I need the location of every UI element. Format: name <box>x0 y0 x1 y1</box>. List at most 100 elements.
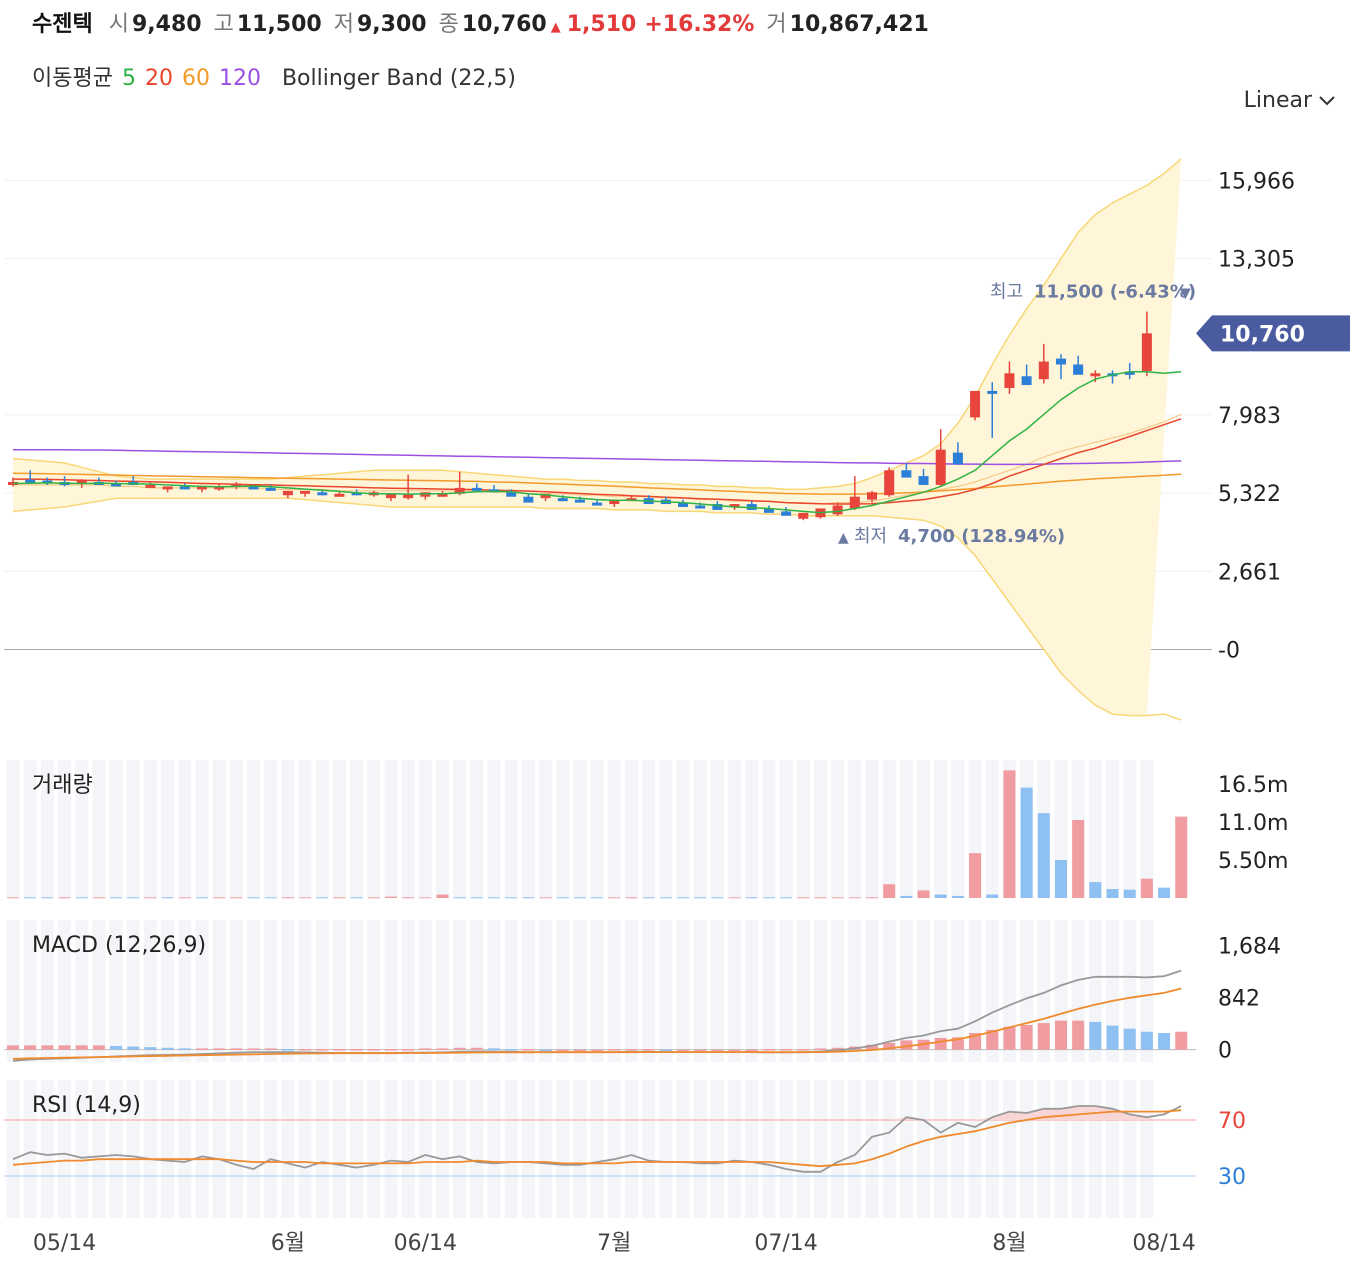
macd-stripe <box>539 920 553 1062</box>
volume-stripe <box>659 760 673 898</box>
rsi-stripe <box>831 1080 845 1218</box>
bollinger-mid-line <box>13 413 1182 505</box>
macd-histogram-bar <box>556 1049 569 1052</box>
volume-stripe <box>539 760 553 898</box>
candle-body <box>1055 358 1066 365</box>
ma120-line <box>13 448 1182 466</box>
candle-body <box>918 476 929 485</box>
macd-histogram-bar <box>814 1048 827 1050</box>
volume-bar <box>848 897 861 899</box>
volume-bar <box>728 897 741 899</box>
volume-bar <box>402 897 415 899</box>
candle-body <box>609 499 620 505</box>
rsi-stripe <box>1088 1080 1102 1218</box>
volume-bar <box>316 897 329 899</box>
volume-bar <box>281 897 294 899</box>
x-axis-label: 05/14 <box>33 1231 96 1256</box>
macd-stripe <box>796 920 810 1062</box>
volume-bar <box>762 897 775 899</box>
x-axis-label: 8월 <box>992 1231 1026 1256</box>
rsi-stripe <box>1140 1080 1154 1218</box>
macd-stripe <box>728 920 742 1062</box>
volume-stripe <box>745 760 759 898</box>
volume-stripe <box>212 760 226 898</box>
volume-stripe <box>693 760 707 898</box>
ma5-line <box>12 371 1182 514</box>
volume-bar <box>745 897 758 899</box>
rsi-stripe <box>6 1080 20 1218</box>
macd-stripe <box>556 920 570 1062</box>
rsi-stripe <box>281 1080 295 1218</box>
candle-body <box>248 486 259 490</box>
stock-name: 수젠텍 <box>32 12 93 37</box>
volume-y-tick: 11.0m <box>1218 811 1288 836</box>
macd-histogram-bar <box>573 1049 586 1052</box>
ma60-legend[interactable]: 60 <box>181 66 210 91</box>
macd-histogram-bar <box>58 1045 71 1050</box>
rsi-stripe <box>539 1080 553 1218</box>
candle-body <box>763 508 774 513</box>
macd-histogram-bar <box>934 1037 947 1050</box>
volume-stripe <box>350 760 364 898</box>
rsi-stripe <box>848 1080 862 1218</box>
macd-histogram-bar <box>92 1045 105 1050</box>
indicator-legend[interactable]: 이동평균 5 20 60 120 Bollinger Band (22,5) <box>32 60 518 92</box>
scale-selector[interactable]: Linear <box>1244 88 1336 113</box>
ma5-legend[interactable]: 5 <box>121 66 136 91</box>
volume-bar <box>1037 813 1050 898</box>
macd-stripe <box>23 920 37 1062</box>
candle-body <box>970 390 981 418</box>
macd-stripe <box>367 920 381 1062</box>
rsi-stripe <box>710 1080 724 1218</box>
rsi-stripe <box>573 1080 587 1218</box>
volume-bar <box>7 897 19 899</box>
rsi-stripe <box>40 1080 54 1218</box>
volume-stripe <box>831 760 845 898</box>
macd-histogram-bar <box>1158 1032 1171 1050</box>
macd-histogram-bar <box>1072 1020 1085 1050</box>
open-label: 시 <box>108 12 129 37</box>
rsi-overbought-area <box>13 1106 1182 1120</box>
rsi-stripe <box>143 1080 157 1218</box>
macd-histogram-bar <box>470 1047 483 1050</box>
candle-body <box>781 511 792 516</box>
ma20-legend[interactable]: 20 <box>144 66 173 91</box>
macd-stripe <box>332 920 346 1062</box>
macd-histogram-bar <box>745 1049 758 1052</box>
macd-stripe <box>831 920 845 1062</box>
bollinger-legend[interactable]: Bollinger Band (22,5) <box>281 66 516 91</box>
macd-histogram-bar <box>762 1049 775 1051</box>
rsi-stripe <box>865 1080 879 1218</box>
volume-stripe <box>710 760 724 898</box>
macd-stripe <box>710 920 724 1062</box>
rsi-stripe <box>298 1080 312 1218</box>
candle-body <box>179 486 190 490</box>
volume-stripe <box>143 760 157 898</box>
volume-bar <box>505 897 518 899</box>
macd-histogram-bar <box>1037 1023 1050 1050</box>
rsi-stripe <box>813 1080 827 1218</box>
macd-histogram-bar <box>436 1048 449 1050</box>
bollinger-upper-line <box>12 158 1182 491</box>
low-marker-value: 4,700 (128.94%) <box>898 526 1065 547</box>
volume-stripe <box>418 760 432 898</box>
volume-bar <box>1175 816 1188 898</box>
candle-body <box>25 479 36 483</box>
macd-histogram-bar <box>384 1049 397 1051</box>
macd-stripe <box>453 920 467 1062</box>
candle-body <box>574 499 585 503</box>
macd-stripe <box>264 920 278 1062</box>
macd-histogram-bar <box>694 1049 707 1052</box>
macd-stripe <box>384 920 398 1062</box>
volume-label: 거 <box>766 12 787 37</box>
volume-stripe <box>229 760 243 898</box>
macd-histogram-bar <box>7 1045 19 1050</box>
rsi-stripe <box>762 1080 776 1218</box>
volume-bar <box>694 897 707 899</box>
macd-histogram-bar <box>75 1045 88 1050</box>
ma120-legend[interactable]: 120 <box>218 66 261 91</box>
rsi-signal-line <box>12 1109 1182 1168</box>
candle-body <box>454 487 465 494</box>
volume-stripe <box>367 760 381 898</box>
